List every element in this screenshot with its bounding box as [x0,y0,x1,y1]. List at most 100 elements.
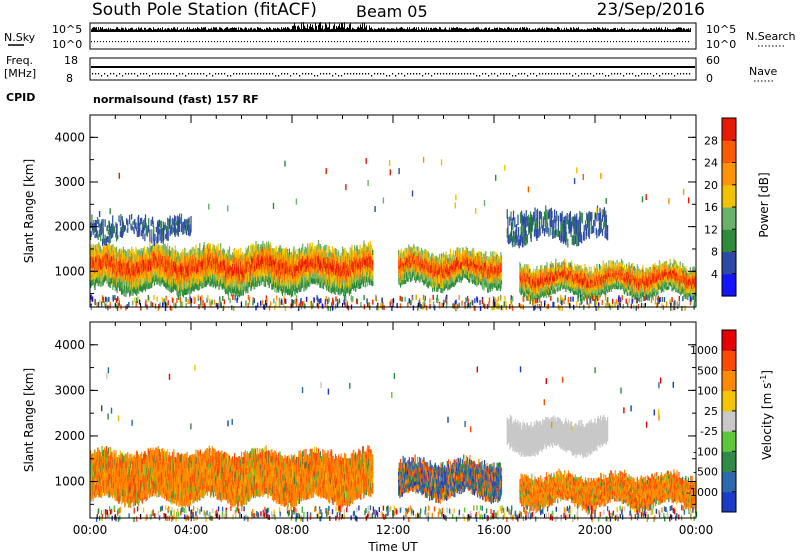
heatmap-cell [137,287,139,294]
heatmap-cell [117,277,119,283]
heatmap-cell [264,273,266,279]
heatmap-cell [367,252,369,258]
nave-point [275,75,277,77]
heatmap-cell [321,256,323,263]
heatmap-cell [102,268,104,274]
trace-point [124,41,125,43]
heatmap-cell [187,270,190,277]
trace-point [529,28,530,32]
trace-point [294,22,295,32]
trace-point [293,25,294,32]
heatmap-cell [112,277,114,284]
heatmap-cell [413,268,416,273]
heatmap-cell [220,267,222,274]
trace-point [416,27,417,32]
trace-point [454,41,455,43]
heatmap-cell [346,252,349,259]
trace-point [233,28,234,32]
heatmap-cell [326,257,328,263]
heatmap-cell [173,250,175,257]
heatmap-cell [211,252,214,258]
nave-point [116,75,118,77]
trace-point [298,41,299,43]
trace-point [350,22,351,32]
heatmap-cell [250,259,252,265]
trace-point [287,27,288,32]
heatmap-cell [109,281,111,288]
heatmap-cell [211,257,214,264]
trace-point [582,29,583,32]
trace-point [566,27,567,32]
heatmap-cell [141,263,143,270]
heatmap-cell [105,257,107,262]
trace-point [151,41,152,43]
heatmap-cell [141,252,143,258]
trace-point [404,28,405,32]
freq-nave-panel: Freq. [MHz] 18 8 60 0 Nave [4,54,777,85]
heatmap-cell [268,257,270,264]
heatmap-cell [139,275,141,281]
trace-point [173,27,174,32]
heatmap-cell [193,259,195,265]
trace-point [347,27,348,32]
heatmap-cell [245,261,248,268]
trace-point [628,29,629,32]
trace-point [145,41,146,43]
trace-point [668,29,669,32]
trace-point [559,28,560,32]
trace-point [238,41,239,43]
nave-point [242,73,244,75]
trace-point [658,28,659,32]
heatmap-cell [108,272,111,279]
trace-point [643,41,644,43]
heatmap-cell [106,278,108,284]
heatmap-cell [213,251,215,257]
trace-point [286,41,287,43]
heatmap-cell [297,287,299,294]
trace-point [547,27,548,32]
trace-point [174,27,175,32]
trace-point [499,27,500,32]
trace-point [596,28,597,32]
trace-point [310,24,311,32]
heatmap-cell [165,249,167,256]
heatmap-cell [262,246,264,253]
trace-point [295,41,296,43]
heatmap-cell [143,254,145,260]
heatmap-cell [209,243,212,249]
nave-point [353,73,355,75]
heatmap-cell [309,280,311,287]
heatmap-cell [206,280,208,286]
trace-point [664,41,665,43]
nave-point [227,75,229,77]
nave-point [434,73,436,75]
heatmap-cell [171,270,173,277]
heatmap-cell [307,249,309,256]
trace-point [131,27,132,32]
heatmap-cell [415,260,417,265]
heatmap-cell [256,275,258,281]
heatmap-cell [337,270,339,277]
trace-point [650,28,651,32]
heatmap-cell [155,266,157,272]
heatmap-cell [185,288,188,295]
heatmap-cell [137,274,139,281]
nave-point [560,73,562,75]
trace-point [532,41,533,43]
nave-tick-top: 60 [706,54,720,67]
trace-point [518,29,519,32]
heatmap-cell [356,245,358,252]
heatmap-cell [230,254,232,260]
trace-point [240,27,241,32]
heatmap-cell [425,250,428,256]
heatmap-cell [329,255,331,262]
nave-point [191,73,193,75]
heatmap-cell [312,268,315,274]
trace-point [385,41,386,43]
trace-point [613,28,614,32]
heatmap-cell [365,265,367,271]
heatmap-cell [331,259,333,266]
trace-point [570,27,571,32]
trace-point [253,28,254,32]
heatmap-cell [343,275,345,283]
